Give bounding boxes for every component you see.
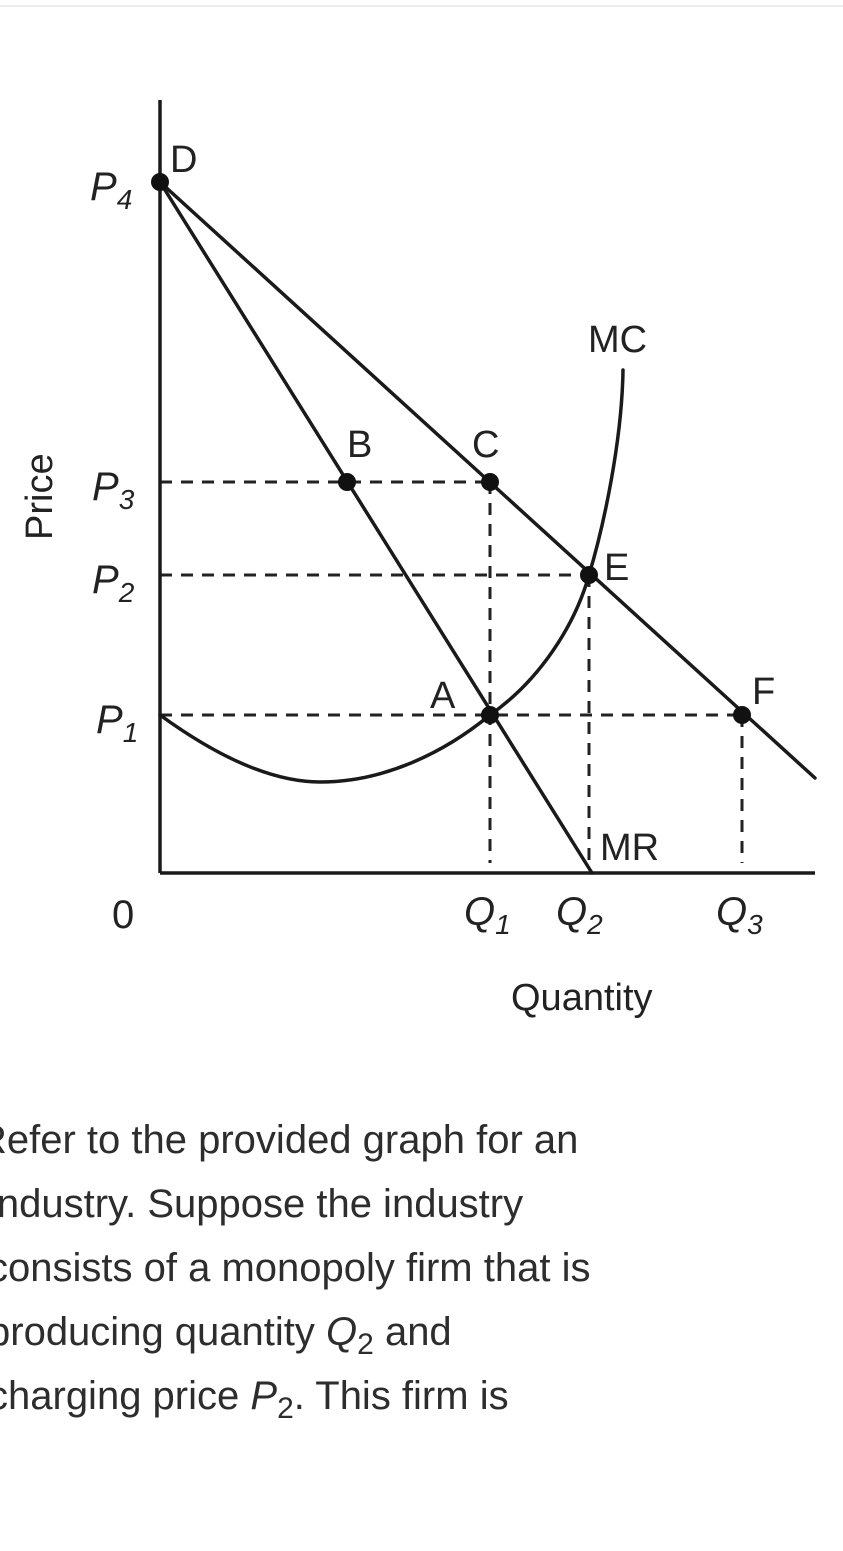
monopoly-graph: D B C E A F P4 P3 P2 P1 Q1 Q2 Q3 0 MC MR Quantity Price	[19, 100, 817, 1019]
question-line: Refer to the provided graph for an	[0, 1108, 843, 1172]
text-run: and	[373, 1310, 452, 1354]
text-run: consists of a monopoly firm that is	[0, 1246, 591, 1290]
y-tick-p4: P4	[90, 165, 132, 215]
mr-line	[158, 180, 594, 875]
text-run: Refer to the provided graph for an	[0, 1118, 579, 1162]
top-divider	[0, 5, 843, 7]
point-f	[733, 706, 751, 724]
text-run: producing quantity	[0, 1310, 327, 1354]
point-c	[481, 473, 499, 491]
y-tick-p1: P1	[96, 698, 138, 748]
mc-label: MC	[588, 319, 647, 361]
math-variable: Q	[326, 1310, 358, 1354]
x-tick-q3: Q3	[716, 890, 763, 940]
question-line: industry. Suppose the industry	[0, 1172, 843, 1236]
point-label-b: B	[347, 424, 372, 466]
point-label-f: F	[752, 671, 775, 713]
question-text: Refer to the provided graph for an indust…	[0, 1108, 843, 1508]
point-e	[580, 566, 598, 584]
point-label-c: C	[472, 424, 499, 466]
mr-label: MR	[600, 827, 659, 869]
y-tick-p2: P2	[92, 558, 135, 608]
point-label-a: A	[430, 675, 456, 717]
question-line: producing quantity Q2 and	[0, 1300, 843, 1364]
x-axis-title: Quantity	[511, 977, 653, 1019]
text-run: industry. Suppose the industry	[0, 1182, 524, 1226]
question-line: consists of a monopoly firm that is	[0, 1236, 843, 1300]
point-label-d: D	[170, 139, 197, 181]
point-label-e: E	[604, 547, 629, 589]
x-tick-q1: Q1	[464, 890, 511, 940]
math-variable: P	[250, 1374, 278, 1418]
y-tick-p3: P3	[92, 465, 135, 515]
point-a	[481, 706, 499, 724]
point-d	[151, 173, 169, 191]
origin-label: 0	[112, 893, 134, 937]
subscript: 2	[277, 1392, 294, 1425]
point-b	[338, 473, 356, 491]
subscript: 2	[357, 1328, 374, 1361]
question-line: charging price P2. This firm is	[0, 1364, 843, 1428]
text-run: . This firm is	[293, 1374, 509, 1418]
text-run: charging price	[0, 1374, 251, 1418]
y-axis-title: Price	[19, 453, 61, 540]
x-tick-q2: Q2	[556, 890, 603, 940]
